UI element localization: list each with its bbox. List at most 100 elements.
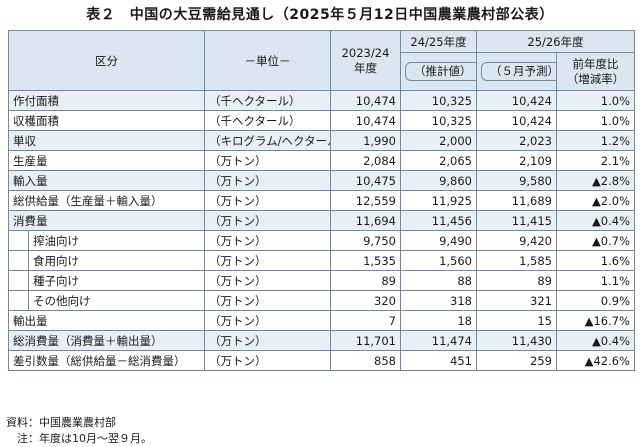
row-value-2023: 11,701 [330,330,401,351]
row-item: 作付面積 [8,90,205,111]
row-value-2025: 9,580 [476,170,557,191]
supply-demand-table: 区分 －単位－ 2023/24 年度 24/25年度 25/26年度 （推計値）… [8,30,635,371]
row-value-2025: 11,689 [476,190,557,211]
row-item: 総供給量（生産量＋輸入量） [8,190,205,211]
row-item: その他向け [28,290,205,311]
row-change: 1.0% [556,110,635,131]
row-value-2023: 10,475 [330,170,401,191]
row-value-2025: 10,424 [476,90,557,111]
row-value-2024: 18 [400,310,477,331]
table-row: 収穫面積 （千ヘクタール） 10,474 10,325 10,424 1.0% [8,110,635,131]
row-change: 2.1% [556,150,635,171]
header-2025: 25/26年度 [476,30,635,53]
header-change: 前年度比 （増減率） [556,52,635,91]
header-2024-sub: （推計値） [405,62,476,81]
row-value-2024: 9,490 [400,230,477,251]
row-value-2024: 11,925 [400,190,477,211]
table-row: 総供給量（生産量＋輸入量） （万トン） 12,559 11,925 11,689 ▲2.0… [8,190,635,211]
row-value-2024: 10,325 [400,110,477,131]
row-value-2023: 1,990 [330,130,401,151]
row-value-2023: 89 [330,270,401,291]
row-value-2025: 9,420 [476,230,557,251]
header-row-1: 区分 －単位－ 2023/24 年度 24/25年度 25/26年度 [8,30,635,91]
row-value-2025: 15 [476,310,557,331]
row-value-2023: 320 [330,290,401,311]
row-value-2024: 451 [400,350,477,371]
row-value-2023: 10,474 [330,110,401,131]
row-item: 種子向け [28,270,205,291]
indent-cell [8,270,29,291]
row-unit: （万トン） [204,270,331,291]
row-unit: （万トン） [204,190,331,211]
row-value-2023: 11,694 [330,210,401,231]
row-item: 収穫面積 [8,110,205,131]
row-unit: （万トン） [204,250,331,271]
table-row: 食用向け （万トン） 1,535 1,560 1,585 1.6% [8,250,635,271]
row-change: ▲42.6% [556,350,635,371]
table-row: 種子向け （万トン） 89 88 89 1.1% [8,270,635,291]
row-value-2024: 10,325 [400,90,477,111]
row-item: 食用向け [28,250,205,271]
row-item: 輸入量 [8,170,205,191]
table-row: 搾油向け （万トン） 9,750 9,490 9,420 ▲0.7% [8,230,635,251]
row-value-2024: 318 [400,290,477,311]
row-value-2024: 11,474 [400,330,477,351]
row-unit: （万トン） [204,290,331,311]
header-2024-sub-cell: （推計値） [400,52,477,91]
row-change: 1.1% [556,270,635,291]
row-value-2025: 321 [476,290,557,311]
row-change: ▲0.4% [556,210,635,231]
row-item: 輸出量 [8,310,205,331]
row-unit: （万トン） [204,150,331,171]
row-value-2023: 1,535 [330,250,401,271]
table-row: 輸入量 （万トン） 10,475 9,860 9,580 ▲2.8% [8,170,635,191]
row-unit: （万トン） [204,210,331,231]
row-value-2024: 9,860 [400,170,477,191]
row-change: ▲0.7% [556,230,635,251]
table-row: 差引数量（総供給量－総消費量） （万トン） 858 451 259 ▲42.6% [8,350,635,371]
row-value-2025: 2,023 [476,130,557,151]
row-unit: （千ヘクタール） [204,110,331,131]
row-item: 差引数量（総供給量－総消費量） [8,350,205,371]
indent-cell [8,250,29,271]
row-value-2023: 7 [330,310,401,331]
header-unit: －単位－ [204,30,331,91]
footnote: 注：年度は10月～翌９月。 [6,432,152,445]
row-change: ▲0.4% [556,330,635,351]
row-change: ▲2.0% [556,190,635,211]
row-value-2025: 2,109 [476,150,557,171]
row-unit: （万トン） [204,350,331,371]
table-row: その他向け （万トン） 320 318 321 0.9% [8,290,635,311]
header-2025-sub-cell: （５月予測） [476,52,557,91]
row-value-2024: 2,065 [400,150,477,171]
row-value-2025: 89 [476,270,557,291]
table-row: 消費量 （万トン） 11,694 11,456 11,415 ▲0.4% [8,210,635,231]
row-value-2023: 2,084 [330,150,401,171]
row-unit: （万トン） [204,230,331,251]
row-item: 消費量 [8,210,205,231]
indent-cell [8,290,29,311]
indent-cell [8,230,29,251]
row-unit: （千ヘクタール） [204,90,331,111]
row-unit: （万トン） [204,330,331,351]
row-change: 1.2% [556,130,635,151]
row-value-2025: 1,585 [476,250,557,271]
row-change: 0.9% [556,290,635,311]
row-value-2024: 11,456 [400,210,477,231]
row-item: 搾油向け [28,230,205,251]
row-unit: （万トン） [204,170,331,191]
header-2023: 2023/24 年度 [330,30,401,91]
row-item: 生産量 [8,150,205,171]
table-row: 生産量 （万トン） 2,084 2,065 2,109 2.1% [8,150,635,171]
row-value-2025: 11,430 [476,330,557,351]
row-value-2023: 858 [330,350,401,371]
table-row: 作付面積 （千ヘクタール） 10,474 10,325 10,424 1.0% [8,90,635,111]
row-value-2023: 10,474 [330,90,401,111]
row-value-2025: 259 [476,350,557,371]
table-row: 輸出量 （万トン） 7 18 15 ▲16.7% [8,310,635,331]
row-value-2024: 2,000 [400,130,477,151]
row-change: ▲16.7% [556,310,635,331]
row-value-2023: 12,559 [330,190,401,211]
row-value-2024: 1,560 [400,250,477,271]
